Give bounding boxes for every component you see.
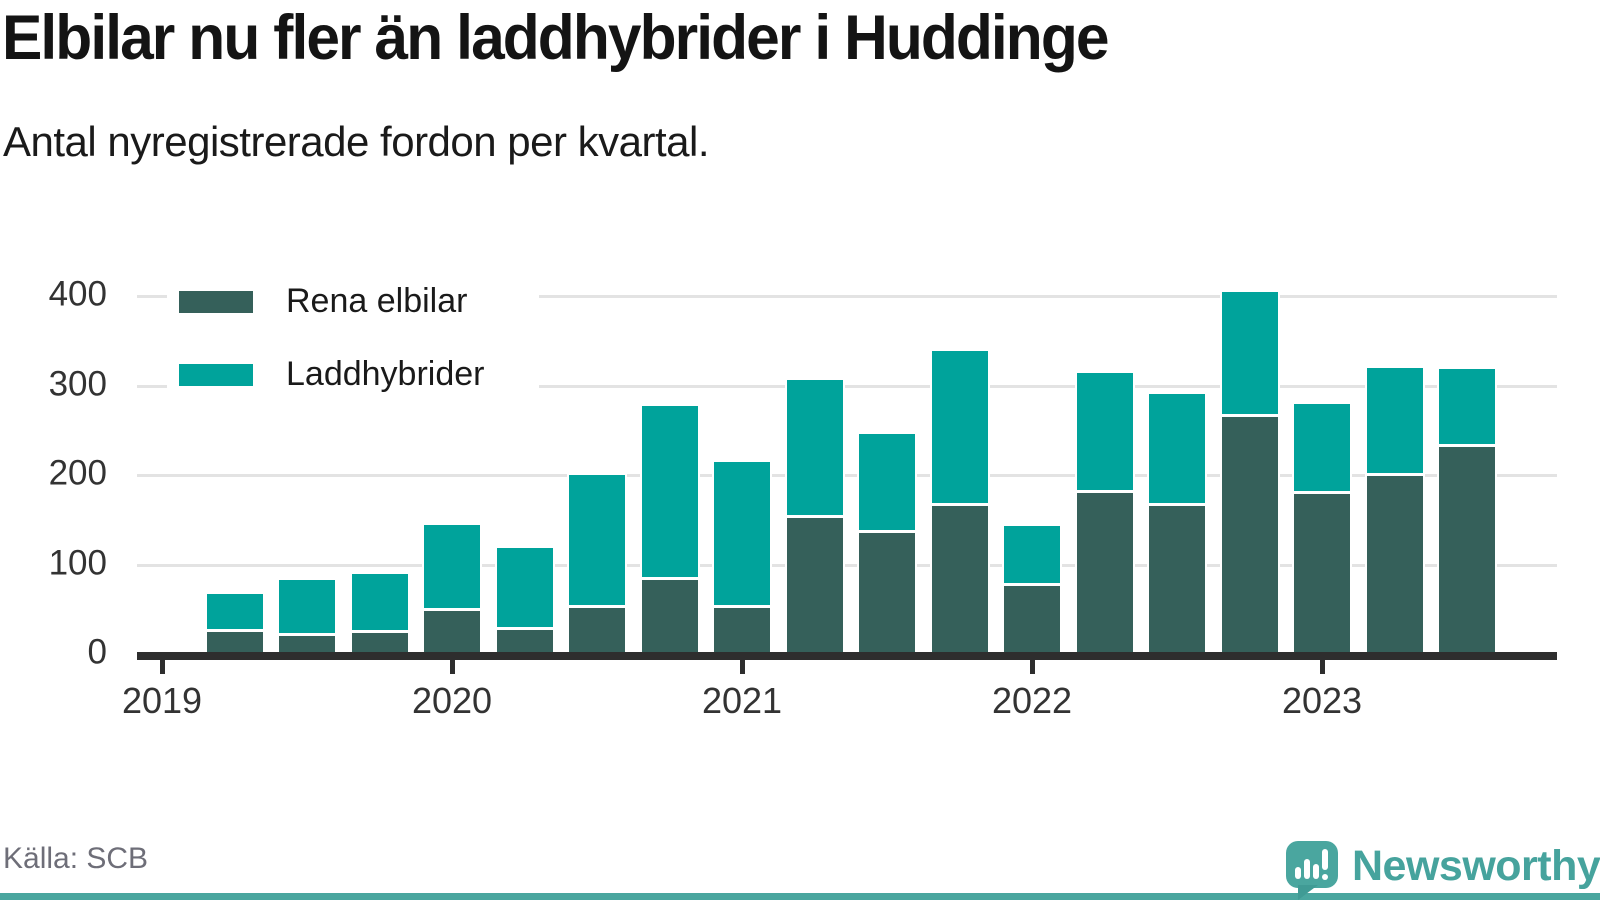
bar-rena-elbilar-2021 K3 (859, 533, 915, 654)
bar-laddhybrider-2020 K2 (496, 548, 553, 627)
bar-laddhybrider-2021 K2 (786, 380, 843, 515)
bar-rena-elbilar-2020 K1 (424, 611, 480, 654)
bar-laddhybrider-2021 K1 (714, 462, 770, 606)
bar-laddhybrider-2020 K3 (569, 475, 625, 606)
logo-exclamation-icon (1322, 849, 1328, 870)
bar-rena-elbilar-2022 K2 (1076, 492, 1133, 654)
legend-item-laddhybrider: Laddhybrider (179, 355, 484, 394)
logo-bar-icon (1313, 864, 1319, 879)
bar-rena-elbilar-2022 K1 (1004, 585, 1060, 654)
bar-rena-elbilar-2021 K1 (714, 608, 770, 654)
gridline-400 (137, 295, 1557, 298)
bottom-accent-strip (0, 893, 1600, 900)
x-axis-tick-2019 (160, 660, 165, 674)
x-axis-line (137, 652, 1557, 660)
bar-rena-elbilar-2023 K3 (1439, 447, 1495, 654)
bar-laddhybrider-2023 K2 (1366, 368, 1423, 473)
x-axis-label-2021: 2021 (701, 680, 783, 721)
bar-rena-elbilar-2021 K4 (931, 506, 988, 654)
legend-item-rena-elbilar: Rena elbilar (179, 282, 484, 321)
y-axis-label-300: 300 (48, 363, 107, 403)
x-axis-label-2022: 2022 (991, 680, 1073, 721)
bar-rena-elbilar-2022 K3 (1149, 506, 1205, 654)
x-axis-tick-2020 (450, 660, 455, 674)
legend-label-rena-elbilar: Rena elbilar (286, 282, 468, 320)
y-axis-label-100: 100 (48, 542, 107, 582)
chart-title: Elbilar nu fler än laddhybrider i Huddin… (2, 3, 1109, 73)
legend-swatch-rena-elbilar (179, 290, 253, 313)
x-axis-tick-2021 (740, 660, 745, 674)
gridline-300 (137, 384, 1557, 388)
legend-swatch-laddhybrider (179, 363, 253, 386)
bar-laddhybrider-2022 K2 (1076, 372, 1133, 490)
chart-legend: Rena elbilar Laddhybrider (167, 270, 540, 428)
bar-laddhybrider-2021 K3 (859, 433, 915, 531)
x-axis-tick-2023 (1320, 660, 1325, 674)
chart-subtitle: Antal nyregistrerade fordon per kvartal. (3, 118, 710, 165)
newsworthy-logo-icon (1286, 841, 1338, 888)
logo-exclamation-dot-icon (1322, 874, 1328, 880)
bar-rena-elbilar-2023 K2 (1366, 475, 1423, 654)
logo-bar-icon (1304, 859, 1310, 879)
bar-laddhybrider-2020 K4 (641, 406, 698, 577)
newsworthy-wordmark: Newsworthy (1352, 842, 1600, 890)
bar-rena-elbilar-2019 K2 (206, 631, 263, 654)
y-axis-label-400: 400 (48, 274, 107, 314)
gridline-100 (137, 563, 1557, 567)
bar-rena-elbilar-2023 K1 (1294, 493, 1350, 654)
x-axis-label-2023: 2023 (1281, 680, 1363, 721)
bar-rena-elbilar-2020 K2 (496, 629, 553, 654)
bar-laddhybrider-2021 K4 (931, 351, 988, 504)
bar-laddhybrider-2019 K4 (351, 574, 408, 631)
bar-laddhybrider-2022 K4 (1221, 292, 1278, 414)
logo-bar-icon (1295, 867, 1301, 879)
y-axis-label-200: 200 (48, 453, 107, 493)
bar-laddhybrider-2022 K3 (1149, 394, 1205, 504)
bar-laddhybrider-2019 K3 (279, 579, 335, 634)
bar-rena-elbilar-2019 K4 (351, 633, 408, 654)
bar-rena-elbilar-2019 K3 (279, 636, 335, 654)
x-axis-label-2019: 2019 (121, 680, 203, 721)
logo-speech-tail (1298, 885, 1318, 900)
bar-laddhybrider-2020 K1 (424, 525, 480, 609)
gridline-200 (137, 474, 1557, 477)
bar-rena-elbilar-2021 K2 (786, 517, 843, 654)
bar-rena-elbilar-2020 K3 (569, 608, 625, 654)
legend-label-laddhybrider: Laddhybrider (286, 355, 485, 393)
bar-laddhybrider-2023 K1 (1294, 404, 1350, 491)
x-axis-tick-2022 (1030, 660, 1035, 674)
source-note: Källa: SCB (3, 842, 149, 875)
bar-laddhybrider-2023 K3 (1439, 369, 1495, 445)
bar-rena-elbilar-2022 K4 (1221, 416, 1278, 654)
bar-laddhybrider-2019 K2 (206, 594, 263, 629)
bar-rena-elbilar-2020 K4 (641, 579, 698, 654)
bar-laddhybrider-2022 K1 (1004, 526, 1060, 583)
x-axis-label-2020: 2020 (411, 680, 493, 721)
y-axis-label-0: 0 (87, 632, 107, 672)
